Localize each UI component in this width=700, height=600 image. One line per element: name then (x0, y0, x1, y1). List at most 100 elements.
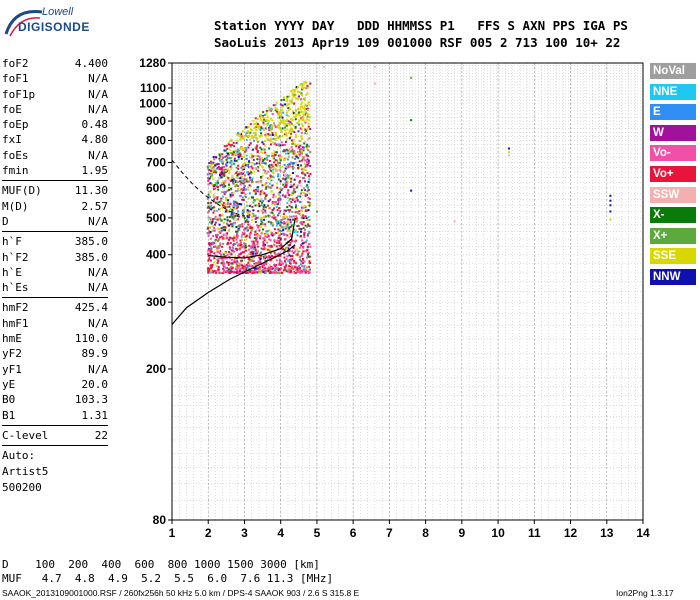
echo-point (285, 114, 288, 117)
echo-point (220, 214, 223, 217)
echo-point (284, 169, 286, 172)
echo-point (215, 272, 218, 274)
echo-point (218, 168, 221, 171)
echo-point (284, 103, 287, 106)
echo-point (275, 267, 278, 270)
echo-point (272, 267, 274, 270)
echo-point (208, 253, 211, 256)
echo-point (243, 163, 246, 165)
echo-point (248, 264, 251, 267)
echo-point (263, 118, 266, 121)
echo-point (260, 209, 263, 212)
echo-point (222, 180, 225, 183)
echo-point (299, 184, 302, 187)
echo-point (299, 235, 302, 238)
echo-point (265, 232, 268, 235)
echo-point (272, 196, 275, 199)
echo-point (229, 208, 232, 210)
echo-point (308, 260, 311, 263)
echo-point (301, 84, 304, 87)
echo-point (304, 204, 307, 207)
y-tick-label: 1280 (139, 56, 166, 70)
echo-point (209, 244, 212, 247)
param-row: B0 103.3 (2, 392, 108, 407)
echo-point (280, 189, 283, 192)
echo-point (264, 188, 267, 190)
echo-point (241, 156, 244, 159)
echo-point (275, 263, 278, 266)
echo-point (285, 148, 288, 151)
echo-point (300, 83, 303, 86)
echo-point (303, 120, 306, 123)
echo-point (218, 271, 221, 274)
echo-point (302, 83, 305, 86)
echo-point (278, 207, 281, 210)
echo-point (302, 242, 305, 245)
echo-point (295, 145, 298, 148)
echo-point (212, 156, 215, 158)
echo-point (306, 184, 309, 187)
echo-point (237, 225, 240, 227)
echo-point (308, 231, 311, 234)
echo-point (272, 256, 275, 259)
echo-point (224, 206, 227, 209)
echo-point (207, 259, 210, 262)
echo-point (295, 161, 298, 164)
echo-point (231, 237, 234, 240)
echo-point (288, 129, 291, 132)
echo-point (246, 211, 248, 214)
echo-point (290, 146, 293, 149)
echo-point (278, 263, 281, 266)
echo-point (235, 238, 238, 241)
echo-point (275, 219, 278, 222)
echo-point (257, 180, 260, 183)
echo-point (298, 181, 301, 184)
echo-point (211, 206, 214, 209)
echo-point (213, 226, 216, 229)
echo-point (270, 184, 273, 187)
echo-point (302, 207, 304, 210)
echo-point (207, 205, 210, 208)
echo-point (283, 185, 286, 188)
echo-point (303, 146, 305, 149)
echo-point (225, 163, 227, 166)
echo-point (251, 260, 254, 262)
echo-point (306, 253, 309, 256)
echo-point (232, 162, 235, 165)
echo-point (288, 165, 291, 168)
echo-point (257, 250, 260, 253)
echo-point (282, 248, 285, 250)
echo-point (222, 195, 225, 198)
param-row: foEp 0.48 (2, 117, 108, 132)
echo-point (249, 260, 251, 263)
echo-point (252, 201, 255, 204)
echo-point (238, 228, 241, 231)
param-value: 20.0 (81, 377, 109, 391)
echo-point (275, 101, 278, 104)
param-row: fxI 4.80 (2, 132, 108, 147)
echo-point (259, 254, 262, 257)
echo-point (225, 270, 228, 273)
echo-point (264, 139, 266, 142)
echo-point (270, 186, 273, 189)
echo-point (260, 132, 263, 135)
echo-point (231, 176, 233, 179)
echo-point (288, 249, 291, 252)
echo-point (269, 134, 272, 137)
echo-point (247, 261, 250, 264)
echo-point (264, 206, 267, 209)
echo-point (300, 228, 303, 231)
echo-point (277, 173, 280, 176)
echo-point (304, 108, 306, 111)
echo-point (285, 177, 288, 180)
echo-point (298, 123, 300, 126)
echo-point (289, 262, 291, 265)
echo-point (213, 252, 216, 255)
echo-point (236, 185, 239, 187)
echo-point (238, 243, 241, 246)
echo-point (216, 167, 219, 170)
echo-point (217, 246, 220, 249)
echo-point (238, 203, 241, 205)
y-tick-label: 300 (146, 295, 166, 309)
echo-point (278, 240, 281, 243)
